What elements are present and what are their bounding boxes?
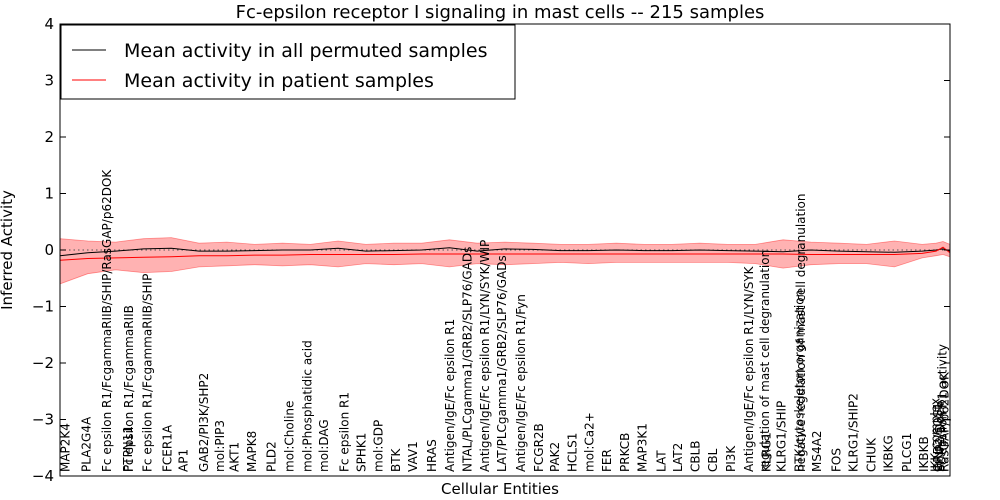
x-tick-label: LAT/PLCgamma1/GRB2/SLP76/GADs [495,255,509,472]
y-tick-label: 0 [44,241,54,259]
x-tick-label: IKBKB [917,436,931,472]
x-tick-label: HRAS [425,439,439,472]
x-tick-label: Fc epsilon R1/FcgammaRIIB/SHIP [141,274,155,472]
x-tick-label: negative regulation of mast cell degranu… [794,193,808,472]
x-tick-label: BTK/cytoskeleton organization [793,290,807,472]
x-tick-label: mol:Phosphatidic acid [300,340,314,472]
x-tick-label: MAPK8 [245,431,259,472]
x-tick-label: VAV1 [406,441,420,472]
x-tick-label: mol:GDP [371,420,385,472]
x-tick-label: FER [600,449,614,472]
y-tick-label: 4 [44,15,54,33]
x-tick-label: MS4A2 [810,431,824,472]
x-tick-label: PLA2G4A [79,416,93,472]
x-tick-label: MAP3K1 [636,423,650,472]
x-tick-label: mol:PIP3 [213,420,227,472]
legend-box [60,24,516,100]
x-tick-label: FCGR2B [532,423,546,472]
x-tick-label: SHIP2/Dock [933,403,947,472]
x-tick-label: PLCG1 [900,433,914,472]
x-tick-label: PI3K [724,445,738,472]
x-tick-label: PRKCB [618,433,632,472]
x-tick-label: LAT [654,450,668,472]
x-axis-label: Cellular Entities [441,480,559,498]
series-line-permuted [59,247,951,257]
legend: Mean activity in all permuted samples Me… [60,24,516,100]
x-tick-label: Fc epsilon R1/FcgammaRIIB/SHIP/RasGAP/p6… [100,169,114,472]
y-tick-label: 1 [44,185,54,203]
x-tick-label: PAK2 [548,442,562,472]
x-tick-label: MAP2K4 [59,423,73,472]
x-tick-label: Antigen/IgE/Fc epsilon R1 [443,319,457,472]
x-tick-label: Fc epsilon R1 [337,392,351,472]
legend-label-patient: Mean activity in patient samples [124,70,434,92]
x-tick-label: LAT2 [671,443,685,472]
x-tick-label: Antigen/IgE/Fc epsilon R1/Fyn [514,294,528,472]
y-tick-label: −2 [32,354,54,372]
x-tick-label: KLRG1/SHIP2 [846,393,860,472]
x-tick-label: Antigen/IgE/Fc epsilon R1/LYN/SYK/WIP [478,240,492,472]
x-tick-label: AP1 [177,449,191,472]
x-tick-label: IKBKG [882,435,896,472]
x-tick-label: PLD2 [264,441,278,472]
x-tick-label: FOS [830,448,844,472]
x-tick-label: Fc epsilon R1/FcgammaRIIB [122,305,136,472]
x-tick-label: GAB2/PI3K/SHP2 [197,373,211,472]
x-tick-label: Fc epsilon R1 activity [935,344,949,472]
x-tick-label: SPHK1 [355,433,369,472]
x-tick-label: CBLB [688,440,702,472]
x-tick-label: regulation of mast cell degranulation [758,250,772,472]
y-tick-label: 2 [44,128,54,146]
x-tick-label: Antigen/IgE/Fc epsilon R1/LYN/SYK [742,265,756,472]
y-tick-label: −4 [32,467,54,485]
x-tick-label: KLRG1 [759,432,773,472]
x-tick-label: HCLS1 [565,433,579,472]
x-tick-label: KLRG1/SHIP [775,401,789,472]
chart-title: Fc-epsilon receptor I signaling in mast … [236,2,765,23]
x-tick-label: NTAL/PLCgamma1/GRB2/SLP76/GADs [460,247,474,472]
x-tick-label: RasGAP/p62DOK [937,371,951,472]
y-axis-label: Inferred Activity [0,190,16,310]
x-tick-label: CHUK [864,437,878,472]
x-tick-label: GRB2/SOS1 [931,402,945,472]
y-tick-label: 3 [44,72,54,90]
x-tick-label: FCER1A [161,424,175,472]
x-tick-label: PTPN11 [121,426,135,472]
series-line-patient [59,246,951,261]
x-tick-label: BTK [389,447,403,472]
x-tick-label: AKT1 [227,442,241,472]
x-tick-label: CBL [706,448,720,472]
y-tick-label: −1 [32,298,54,316]
x-tick-label: IKK complex [928,398,942,472]
y-tick-label: −3 [32,411,54,429]
x-tick-label: mol:Ca2+ [583,412,597,472]
legend-label-permuted: Mean activity in all permuted samples [124,40,487,62]
x-tick-label: mol:Choline [282,401,296,472]
x-tick-label: mol:DAG [317,419,331,472]
